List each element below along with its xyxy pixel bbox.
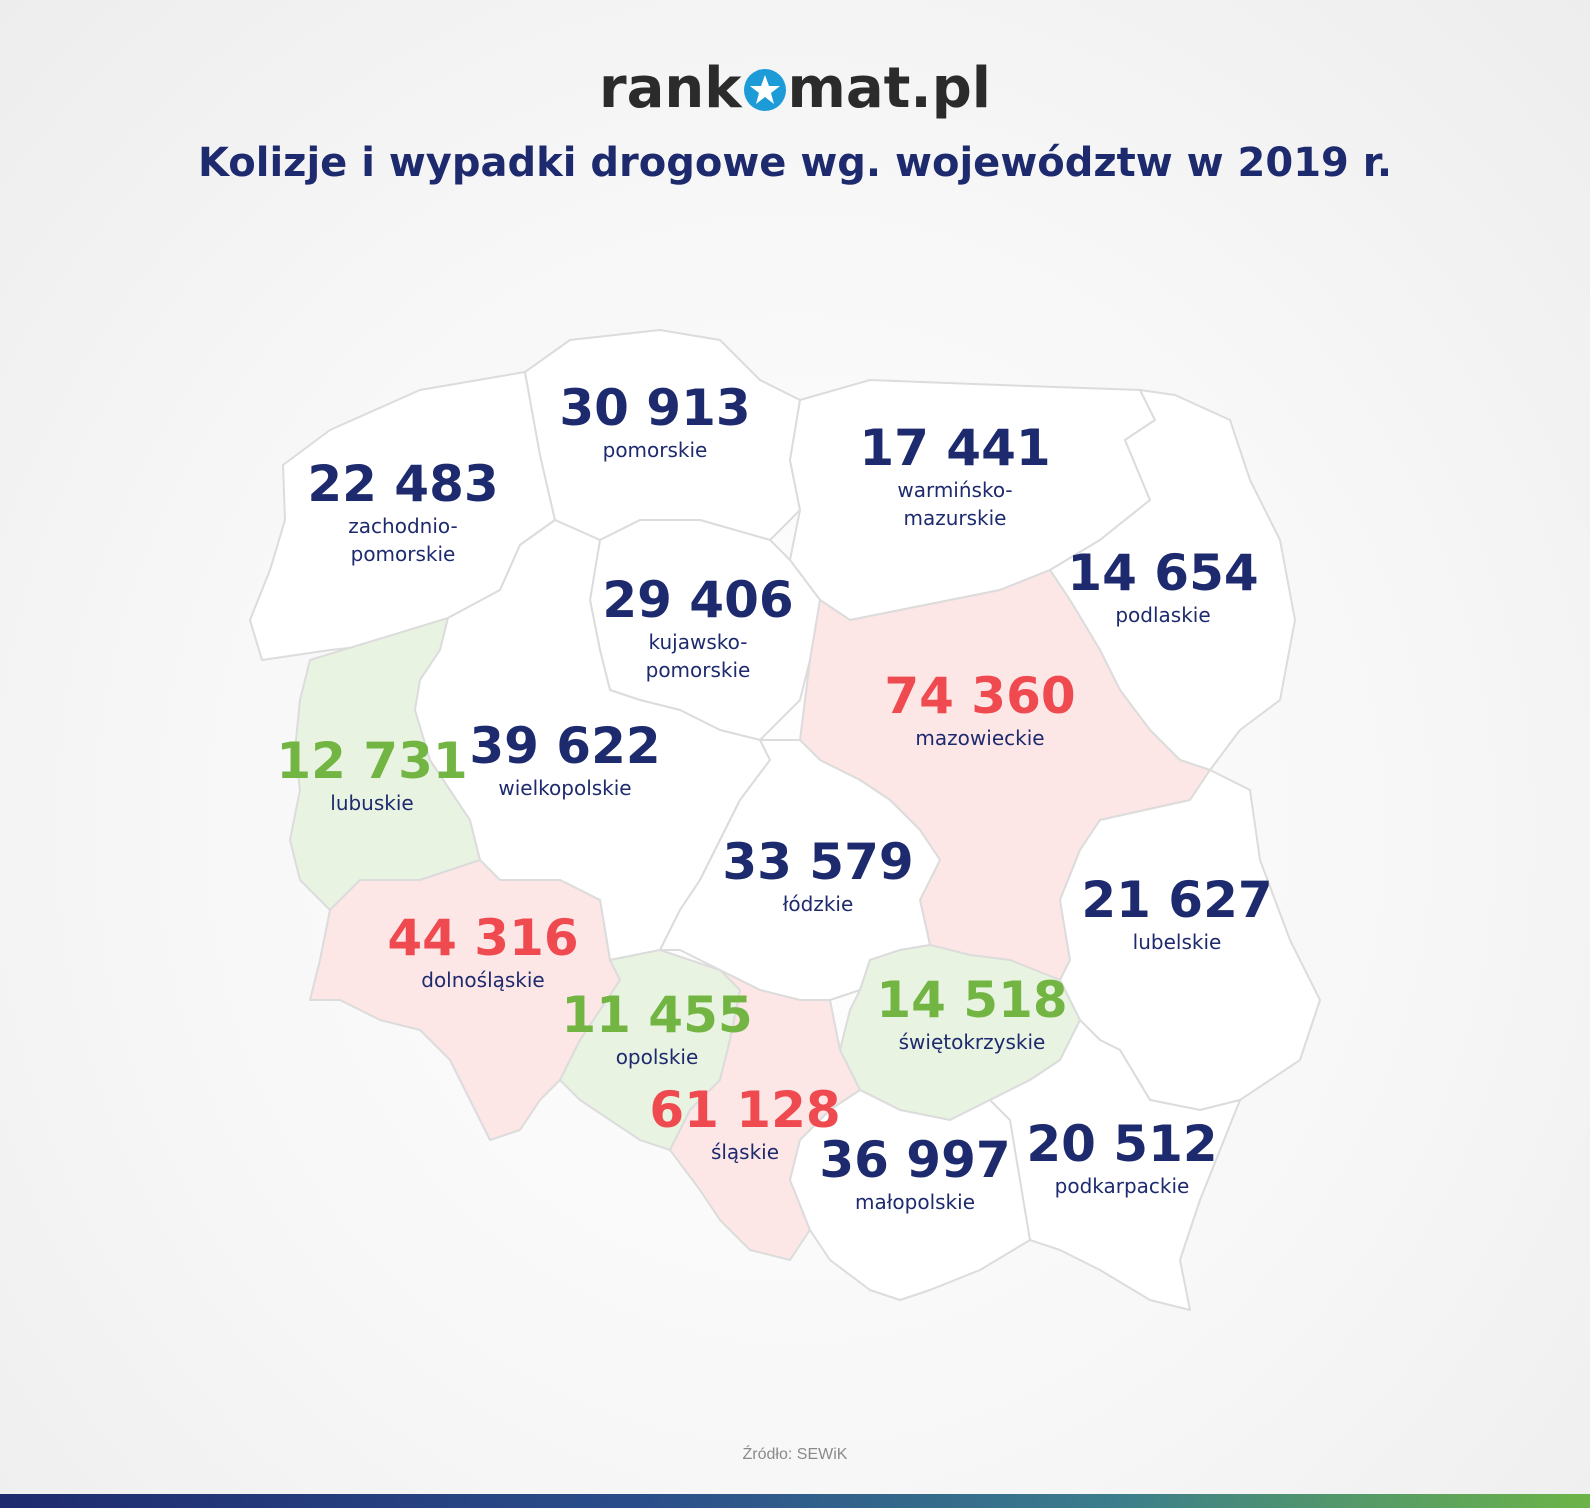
region-lodzkie xyxy=(659,739,941,1001)
value-lubelskie: 21 627 xyxy=(1081,871,1273,929)
name-podlaskie: podlaskie xyxy=(1115,603,1211,627)
name-warminsko-mazurskie: warmińsko- mazurskie xyxy=(897,478,1013,530)
name-podkarpackie: podkarpackie xyxy=(1054,1174,1190,1198)
region-label-mazowieckie: 74 360 mazowieckie xyxy=(884,668,1075,752)
value-wielkopolskie: 39 622 xyxy=(469,717,661,775)
region-label-lodzkie: 33 579 łódzkie xyxy=(722,834,913,918)
name-lubuskie: lubuskie xyxy=(330,791,414,815)
region-label-wielkopolskie: 39 622 wielkopolskie xyxy=(469,718,660,802)
region-podkarpackie xyxy=(989,1019,1241,1311)
name-lodzkie: łódzkie xyxy=(782,892,854,916)
name-pomorskie: pomorskie xyxy=(602,438,708,462)
value-opolskie: 11 455 xyxy=(561,986,753,1044)
value-mazowieckie: 74 360 xyxy=(884,667,1076,725)
region-label-kujawsko-pomorskie: 29 406 kujawsko- pomorskie xyxy=(602,572,793,684)
logo-text-right: mat.pl xyxy=(787,56,991,121)
region-label-podkarpackie: 20 512 podkarpackie xyxy=(1026,1116,1217,1200)
region-malopolskie xyxy=(789,1089,1031,1301)
name-zachodniopomorskie: zachodnio- pomorskie xyxy=(348,514,458,566)
name-dolnoslaskie: dolnośląskie xyxy=(421,968,545,992)
page-title: Kolizje i wypadki drogowe wg. województw… xyxy=(197,140,1393,186)
name-opolskie: opolskie xyxy=(615,1045,699,1069)
value-warminsko-mazurskie: 17 441 xyxy=(859,419,1051,477)
value-dolnoslaskie: 44 316 xyxy=(387,909,579,967)
region-label-lubelskie: 21 627 lubelskie xyxy=(1081,872,1272,956)
value-podlaskie: 14 654 xyxy=(1067,544,1259,602)
logo-star-icon xyxy=(743,69,786,111)
source-note: Źródło: SEWiK xyxy=(742,1446,848,1463)
region-label-pomorskie: 30 913 pomorskie xyxy=(559,380,750,464)
region-label-zachodniopomorskie: 22 483 zachodnio- pomorskie xyxy=(307,456,498,568)
region-slaskie xyxy=(669,969,861,1261)
name-malopolskie: małopolskie xyxy=(854,1190,976,1214)
region-label-slaskie: 61 128 śląskie xyxy=(649,1082,840,1166)
region-label-swietokrzyskie: 14 518 świętokrzyskie xyxy=(876,972,1067,1056)
value-zachodniopomorskie: 22 483 xyxy=(307,455,499,513)
region-label-malopolskie: 36 997 małopolskie xyxy=(819,1132,1010,1216)
value-kujawsko-pomorskie: 29 406 xyxy=(602,571,794,629)
region-label-dolnoslaskie: 44 316 dolnośląskie xyxy=(387,910,578,994)
region-label-lubuskie: 12 731 lubuskie xyxy=(276,733,467,817)
value-pomorskie: 30 913 xyxy=(559,379,751,437)
bottom-gradient-bar xyxy=(0,1494,1590,1508)
value-podkarpackie: 20 512 xyxy=(1026,1115,1218,1173)
region-label-warminsko-mazurskie: 17 441 warmińsko- mazurskie xyxy=(859,420,1050,532)
name-kujawsko-pomorskie: kujawsko- pomorskie xyxy=(645,630,751,682)
name-lubelskie: lubelskie xyxy=(1132,930,1222,954)
name-slaskie: śląskie xyxy=(710,1140,780,1164)
logo-text-left: rank xyxy=(599,56,742,121)
region-label-opolskie: 11 455 opolskie xyxy=(561,987,752,1071)
value-lodzkie: 33 579 xyxy=(722,833,914,891)
value-slaskie: 61 128 xyxy=(649,1081,841,1139)
name-mazowieckie: mazowieckie xyxy=(915,726,1045,750)
region-label-podlaskie: 14 654 podlaskie xyxy=(1067,545,1258,629)
logo: rank mat.pl xyxy=(0,56,1590,121)
name-wielkopolskie: wielkopolskie xyxy=(498,776,632,800)
value-malopolskie: 36 997 xyxy=(819,1131,1011,1189)
name-swietokrzyskie: świętokrzyskie xyxy=(898,1030,1046,1054)
value-swietokrzyskie: 14 518 xyxy=(876,971,1068,1029)
value-lubuskie: 12 731 xyxy=(276,732,468,790)
